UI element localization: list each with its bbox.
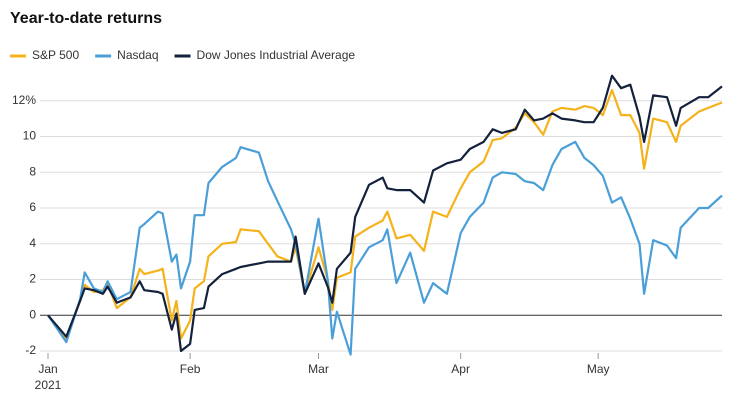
x-tick-label: May xyxy=(587,362,610,376)
x-tick-label: Feb xyxy=(180,362,201,376)
y-tick-label: 8 xyxy=(29,164,36,178)
legend-label: Nasdaq xyxy=(117,48,158,62)
y-tick-label: 6 xyxy=(29,200,36,214)
x-tick-label: Jan xyxy=(38,362,57,376)
legend-label: Dow Jones Industrial Average xyxy=(197,48,356,62)
y-tick-label: 2 xyxy=(29,272,36,286)
y-tick-label: 4 xyxy=(29,236,36,250)
series-line xyxy=(47,88,723,340)
x-tick-label: Apr xyxy=(451,362,470,376)
series-line xyxy=(47,140,723,356)
y-tick-label: -2 xyxy=(25,343,36,357)
x-year-label: 2021 xyxy=(35,378,62,392)
legend-label: S&P 500 xyxy=(32,48,79,62)
y-tick-label: 0 xyxy=(29,307,36,321)
x-tick-label: Mar xyxy=(308,362,329,376)
y-tick-label: 12% xyxy=(12,93,36,107)
chart-title: Year-to-date returns xyxy=(10,10,162,27)
series-line xyxy=(47,74,723,353)
y-tick-label: 10 xyxy=(23,129,37,143)
